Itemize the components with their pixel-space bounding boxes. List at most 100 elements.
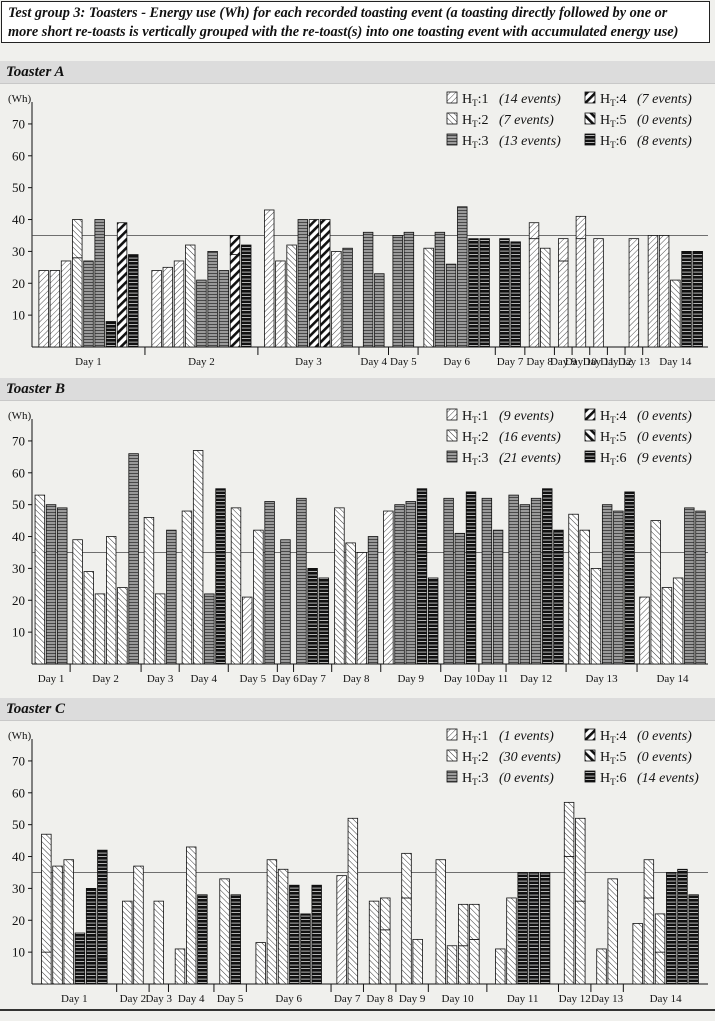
legend-label: HT:5: [600, 430, 627, 446]
y-axis-label: (Wh): [8, 93, 32, 105]
legend-label: HT:1: [462, 409, 489, 425]
legend-swatch: [446, 91, 458, 104]
legend-swatch: [446, 133, 458, 146]
bar-segment: [275, 260, 286, 348]
x-tick-label: Day 3: [145, 993, 172, 1005]
bar-segment: [457, 903, 469, 947]
x-tick-label: Day 5: [240, 673, 267, 685]
bar-segment: [296, 497, 307, 665]
y-tick-label: 60: [12, 465, 25, 480]
bar-segment: [499, 238, 510, 348]
bar-segment: [416, 488, 428, 665]
bar-segment: [643, 859, 655, 899]
page-title-line-2: more short re-toasts is vertically group…: [8, 24, 679, 40]
bar-segment: [446, 945, 458, 985]
bar-segment: [85, 935, 97, 985]
bar-segment: [568, 513, 579, 665]
y-tick-label: 50: [12, 497, 25, 512]
legend-count: (9 events): [499, 409, 554, 424]
bar-segment: [277, 868, 289, 985]
bar-segment: [174, 948, 186, 985]
y-tick-label: 70: [12, 433, 25, 448]
bar-segment: [684, 507, 695, 665]
x-tick-label: Day 8: [343, 673, 370, 685]
bar-segment: [173, 260, 185, 348]
legend: HT:1 (9 events) HT:4 (0 events) HT:2 (16 even…: [446, 408, 692, 467]
x-tick-label: Day 2: [92, 673, 119, 685]
bar-segment: [49, 270, 61, 348]
bar-segment: [185, 244, 196, 348]
legend-label: HT:6: [600, 134, 627, 150]
bar-segment: [575, 900, 586, 985]
bar-segment: [479, 238, 490, 348]
page-title-line-1: Test group 3: Toasters - Energy use (Wh)…: [8, 5, 668, 21]
y-tick-label: 30: [12, 561, 25, 576]
bar-segment: [563, 856, 575, 985]
bar-segment: [601, 504, 613, 665]
bar-segment: [688, 894, 699, 985]
toaster-b-section: Toaster B (Wh) 10 20 30 40 50 60 70 Day 1 Day 2 Da…: [0, 378, 715, 701]
bar-segment: [643, 897, 655, 985]
bar-segment: [229, 254, 241, 348]
bar-segment: [74, 932, 86, 985]
legend-swatch: [584, 749, 596, 762]
bar-segment: [241, 244, 252, 348]
legend-count: (21 events): [499, 451, 561, 466]
y-tick-label: 20: [12, 913, 25, 928]
bar-segment: [153, 900, 164, 985]
bar-segment: [334, 507, 345, 665]
bar-segment: [443, 497, 454, 665]
x-tick-label: Day 13: [618, 356, 651, 368]
y-tick-label: 40: [12, 212, 25, 227]
x-tick-label: Day 9: [550, 356, 577, 368]
bar-segment: [207, 250, 218, 348]
legend-label: HT:3: [462, 134, 489, 150]
y-tick-label: 50: [12, 817, 25, 832]
legend-count: (30 events): [499, 750, 561, 765]
bar-segment: [181, 510, 193, 665]
bar-segment: [380, 897, 391, 931]
legend-count: (0 events): [637, 113, 692, 128]
x-tick-label: Day 2: [120, 993, 147, 1005]
legend-swatch: [584, 91, 596, 104]
bar-segment: [345, 542, 356, 665]
bar-segment: [300, 913, 311, 985]
bar-segment: [143, 517, 155, 665]
y-tick-label: 70: [12, 753, 25, 768]
bar-segment: [495, 948, 506, 985]
legend-count: (1 events): [499, 729, 554, 744]
y-tick-label: 60: [12, 785, 25, 800]
legend-swatch: [584, 450, 596, 463]
bar-segment: [469, 903, 480, 940]
legend-label: HT:4: [600, 729, 627, 745]
x-tick-label: Day 1: [61, 993, 88, 1005]
bar-segment: [97, 849, 108, 934]
bar-segment: [481, 497, 493, 665]
legend-count: (0 events): [637, 729, 692, 744]
bar-segment: [362, 231, 374, 348]
bar-segment: [374, 273, 385, 348]
bar-segment: [83, 571, 95, 665]
x-tick-label: Day 5: [217, 993, 244, 1005]
x-tick-label: Day 3: [295, 356, 322, 368]
bar-segment: [116, 222, 128, 348]
bar-segment: [97, 932, 108, 959]
bottom-rule: [0, 1009, 715, 1011]
x-tick-label: Day 8: [526, 356, 553, 368]
x-tick-label: Day 7: [497, 356, 524, 368]
x-tick-label: Day 4: [360, 356, 387, 368]
legend-swatch: [446, 112, 458, 125]
x-tick-label: Day 2: [188, 356, 215, 368]
x-tick-label: Day 13: [591, 993, 624, 1005]
legend-count: (9 events): [637, 451, 692, 466]
bar-segment: [264, 501, 275, 665]
bar-segment: [445, 263, 457, 348]
bar-segment: [613, 510, 624, 665]
legend-swatch: [446, 770, 458, 783]
legend-swatch: [446, 450, 458, 463]
legend-label: HT:2: [462, 430, 489, 446]
legend-label: HT:3: [462, 771, 489, 787]
bar-segment: [695, 510, 706, 665]
bar-segment: [264, 209, 275, 348]
bar-segment: [286, 244, 297, 348]
